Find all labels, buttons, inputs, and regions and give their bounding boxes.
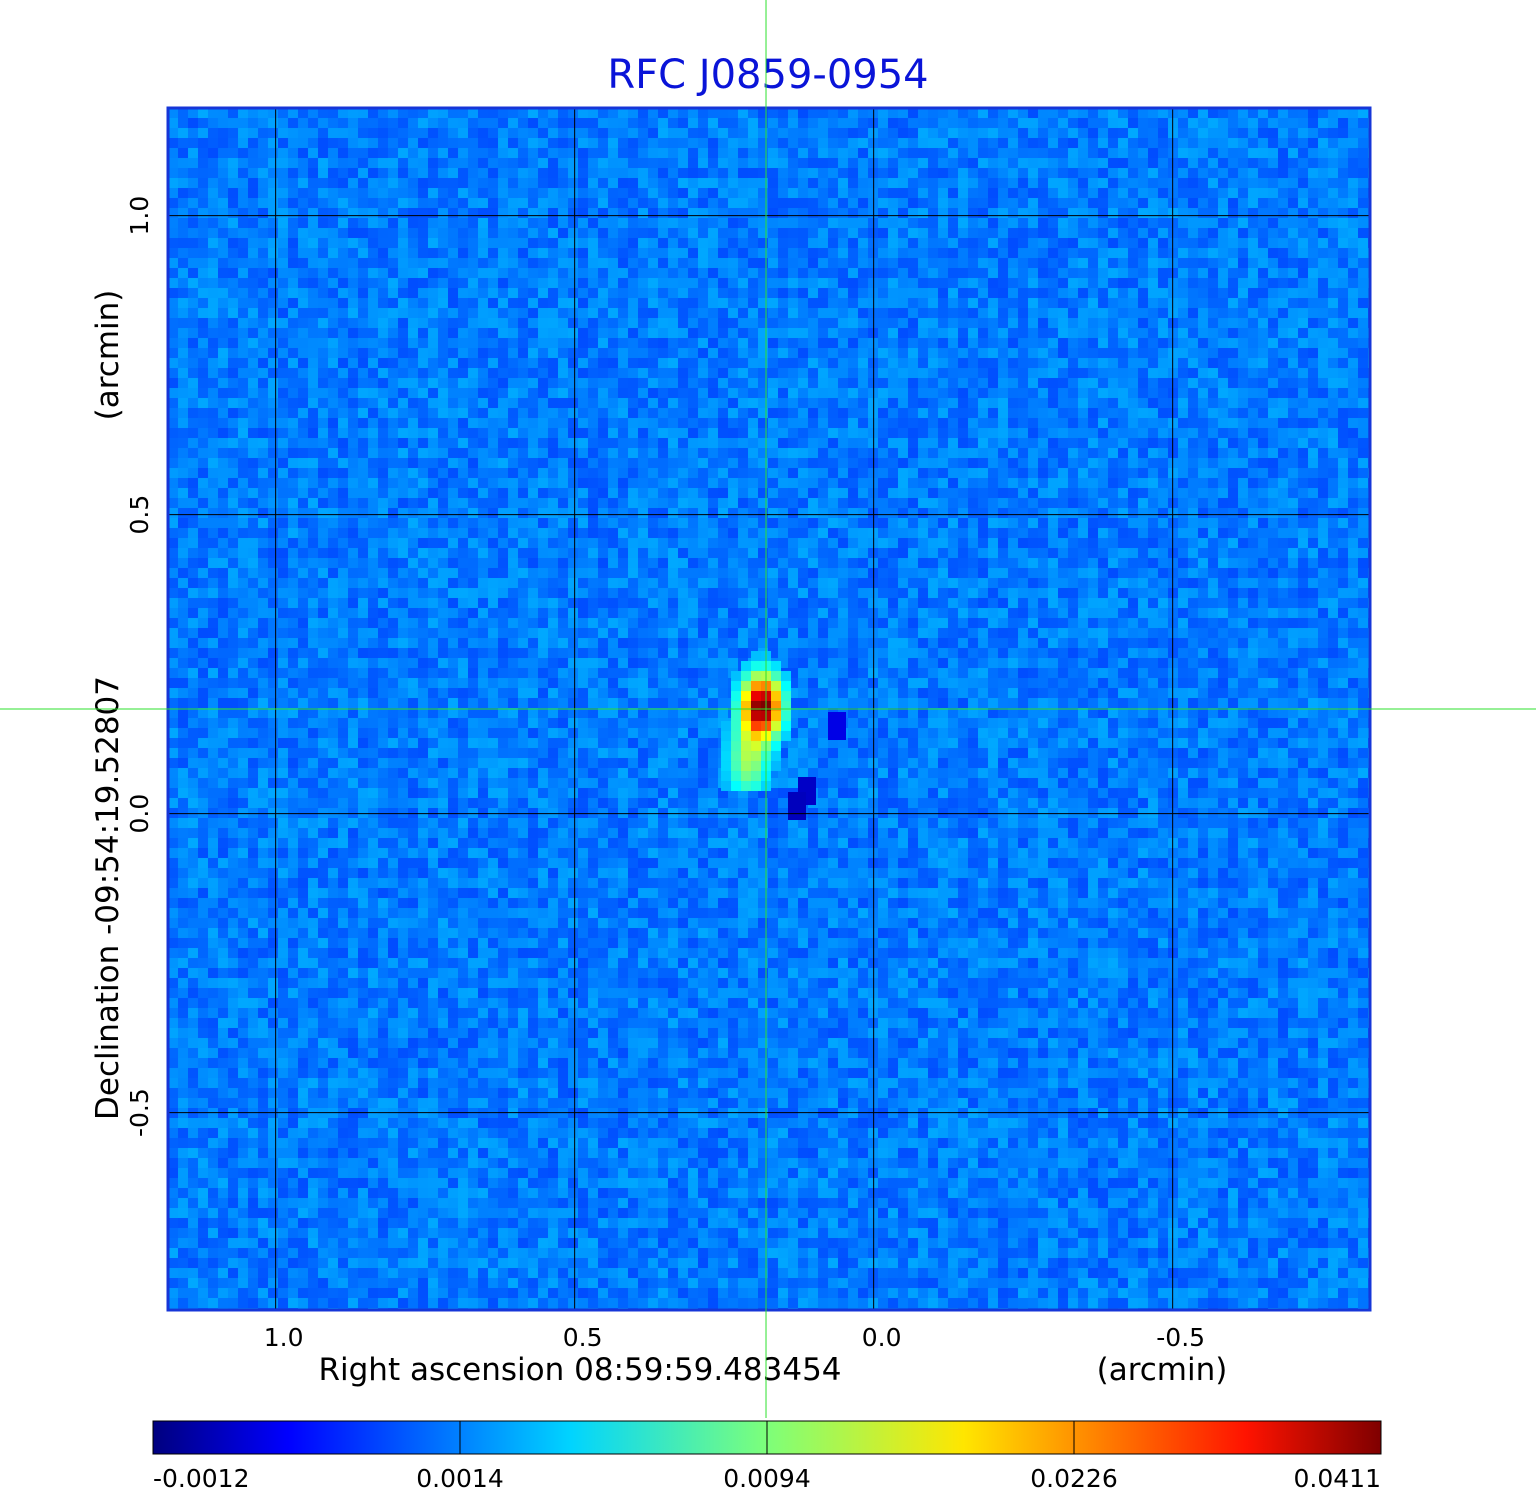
- y-tick-label: 0.5: [125, 495, 154, 535]
- x-tick-label: 0.0: [862, 1323, 902, 1352]
- crosshair: [0, 0, 1536, 1418]
- x-tick-label: 0.5: [563, 1323, 603, 1352]
- y-tick-label: 0.0: [125, 794, 154, 834]
- colorbar-tick-label: 0.0226: [1030, 1464, 1117, 1493]
- x-axis-unit: (arcmin): [1097, 1352, 1228, 1388]
- y-axis-unit: (arcmin): [90, 290, 126, 421]
- negative-artefact: [828, 712, 847, 741]
- y-tick-labels: -0.5 0.0 0.5 1.0: [125, 196, 154, 1137]
- colorbar-tick-label: 0.0014: [416, 1464, 503, 1493]
- colorbar-tick-label: 0.0411: [1294, 1464, 1381, 1493]
- x-axis-label: Right ascension 08:59:59.483454: [318, 1352, 841, 1388]
- x-tick-label: 1.0: [264, 1323, 304, 1352]
- x-tick-labels: 1.0 0.5 0.0 -0.5: [264, 1323, 1205, 1352]
- plot-area: [166, 106, 1372, 1312]
- y-axis-label: Declination -09:54:19.52807: [90, 676, 126, 1120]
- colorbar: -0.0012 0.0014 0.0094 0.0226 0.0411: [152, 1420, 1382, 1493]
- colorbar-tick-label: 0.0094: [723, 1464, 810, 1493]
- noise-field: [168, 108, 1370, 1310]
- y-tick-label: 1.0: [125, 196, 154, 236]
- colorbar-ticks: -0.0012 0.0014 0.0094 0.0226 0.0411: [153, 1421, 1381, 1493]
- chart-title: RFC J0859-0954: [607, 52, 928, 98]
- colorbar-tick-label: -0.0012: [153, 1464, 250, 1493]
- x-tick-label: -0.5: [1156, 1323, 1205, 1352]
- negative-artefact: [788, 792, 807, 821]
- y-tick-label: -0.5: [125, 1088, 154, 1137]
